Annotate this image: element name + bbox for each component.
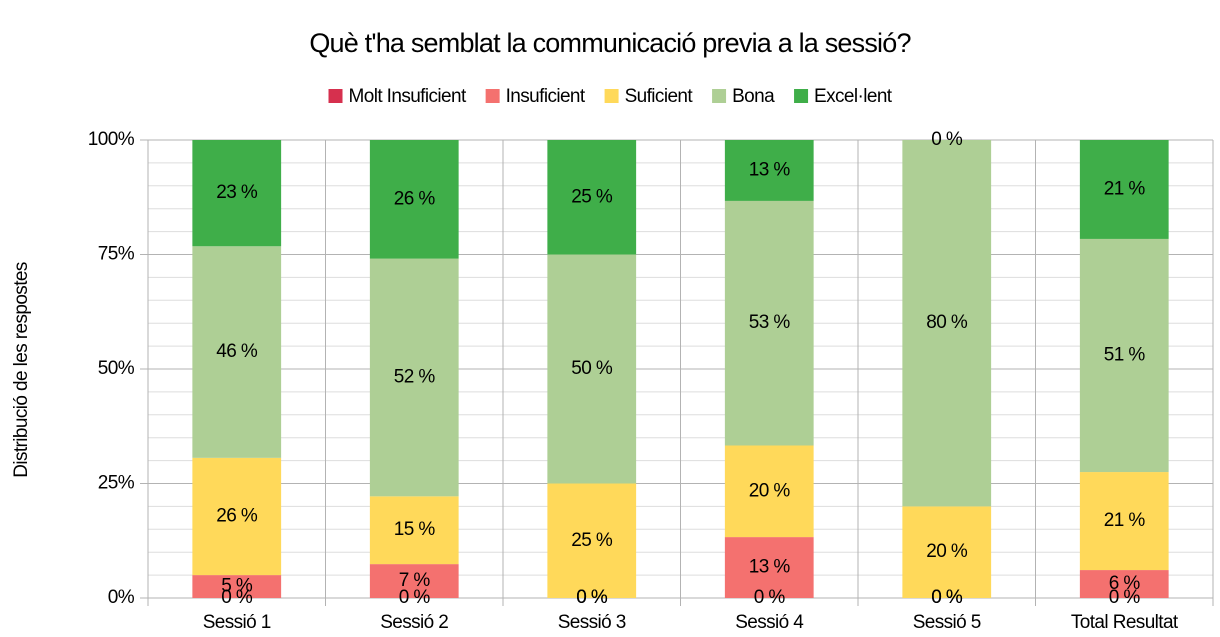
legend-label: Insuficient: [506, 86, 586, 107]
data-label: 0 %: [931, 129, 963, 150]
x-tick-label: Sessió 3: [558, 612, 626, 633]
bar-segment: [192, 140, 282, 247]
bar-segment: [547, 254, 637, 484]
data-label: 0 %: [576, 587, 608, 608]
data-label: 0 %: [221, 587, 253, 608]
y-axis-label: Distribució de les respostes: [11, 262, 32, 478]
data-label: 0 %: [576, 587, 608, 608]
legend-label: Molt Insuficient: [349, 86, 467, 107]
data-label: 13 %: [749, 557, 791, 578]
legend-label: Suficient: [625, 86, 694, 107]
x-tick-label: Sessió 1: [203, 612, 271, 633]
bar-segment: [547, 483, 637, 598]
data-label: 50 %: [571, 358, 613, 379]
data-label: 20 %: [926, 541, 968, 562]
bar-segment: [192, 575, 282, 598]
bar-segment: [724, 537, 814, 598]
y-tick-label: 100%: [88, 129, 135, 150]
legend-label: Excel·lent: [814, 86, 893, 107]
legend-swatch: [485, 89, 500, 103]
bar-segment: [1079, 238, 1169, 473]
bar-segment: [369, 496, 459, 565]
bar-segment: [369, 140, 459, 259]
data-label: 0 %: [931, 587, 963, 608]
data-label: 26 %: [394, 188, 436, 209]
data-label: 5 %: [221, 576, 253, 597]
bar-segment: [192, 246, 282, 458]
data-label: 21 %: [1104, 510, 1146, 531]
data-label: 25 %: [571, 530, 613, 551]
bar-segment: [1079, 140, 1169, 239]
bar-segment: [902, 140, 992, 507]
x-tick-label: Total Resultat: [1071, 612, 1179, 633]
bar-segment: [369, 564, 459, 598]
data-label: 52 %: [394, 366, 436, 387]
data-label: 0 %: [399, 587, 431, 608]
data-label: 25 %: [571, 186, 613, 207]
bar-segment: [547, 140, 637, 255]
x-tick-label: Sessió 5: [913, 612, 981, 633]
data-label: 0 %: [1109, 587, 1141, 608]
legend-swatch: [712, 89, 727, 103]
data-label: 20 %: [749, 480, 791, 501]
data-label: 51 %: [1104, 345, 1146, 366]
legend: Molt Insuficient Insuficient Suficient Bona…: [328, 86, 893, 107]
legend-swatch: [328, 89, 343, 103]
legend-label: Bona: [732, 86, 775, 107]
data-label: 6 %: [1109, 573, 1141, 594]
labels: 0%25%50%75%100%Sessió 10 %5 %26 %46 %23 …: [88, 129, 1180, 633]
data-label: 46 %: [216, 341, 258, 362]
bar-segment: [724, 200, 814, 446]
x-tick-label: Sessió 2: [380, 612, 448, 633]
bar-segment: [192, 457, 282, 576]
data-label: 53 %: [749, 312, 791, 333]
data-label: 0 %: [931, 587, 963, 608]
data-label: 0 %: [754, 587, 786, 608]
data-label: 7 %: [399, 570, 431, 591]
data-label: 13 %: [749, 159, 791, 180]
bar-segment: [1079, 472, 1169, 571]
data-label: 15 %: [394, 519, 436, 540]
bar-segment: [369, 258, 459, 497]
y-tick-label: 75%: [98, 244, 135, 265]
data-label: 80 %: [926, 312, 968, 333]
data-label: 21 %: [1104, 178, 1146, 199]
bar-segment: [1079, 570, 1169, 598]
data-label: 26 %: [216, 505, 258, 526]
y-tick-label: 25%: [98, 473, 135, 494]
bar-segment: [724, 140, 814, 201]
legend-swatch: [604, 89, 619, 103]
data-label: 23 %: [216, 182, 258, 203]
bars: [192, 140, 1169, 598]
legend-swatch: [794, 89, 809, 103]
y-tick-label: 0%: [108, 587, 135, 608]
chart-title: Què t'ha semblat la communicació previa …: [309, 28, 911, 58]
grid: [140, 139, 1214, 606]
bar-segment: [724, 445, 814, 538]
y-tick-label: 50%: [98, 358, 135, 379]
x-tick-label: Sessió 4: [735, 612, 804, 633]
bar-segment: [902, 506, 992, 598]
